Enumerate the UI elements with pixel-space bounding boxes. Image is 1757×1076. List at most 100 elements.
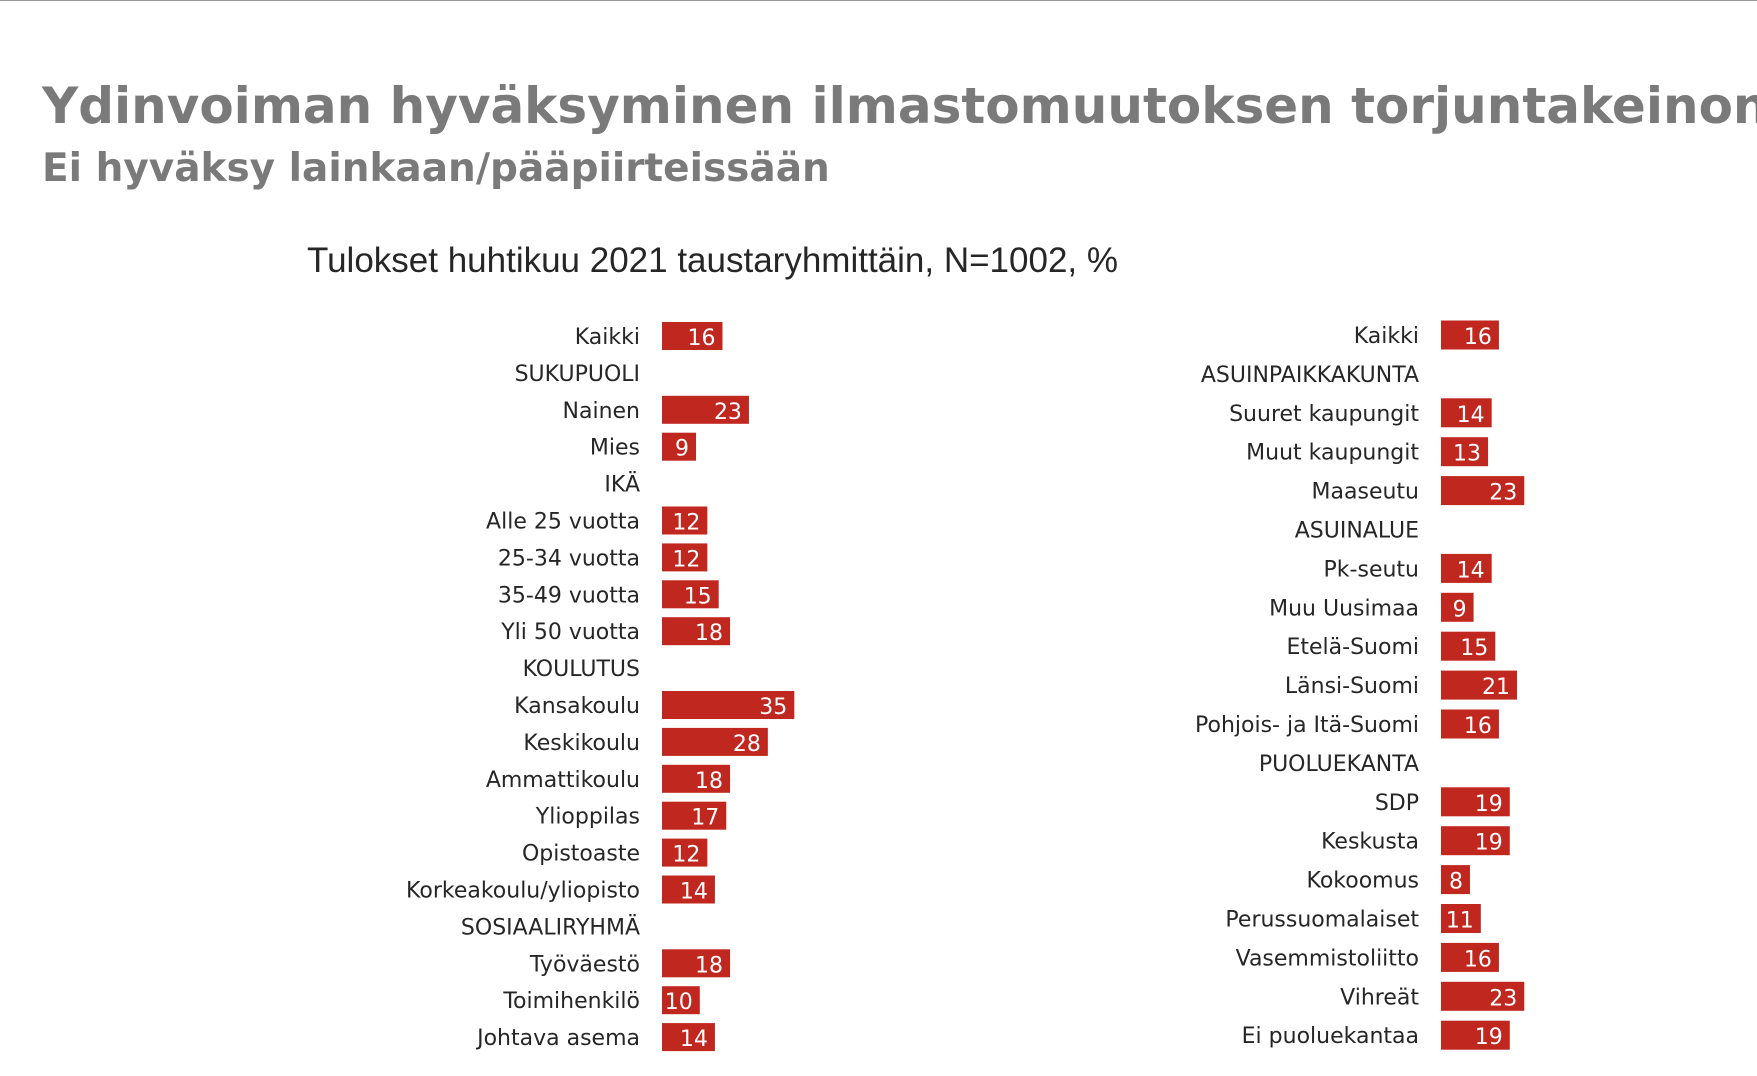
bar-right-ei-puoluekantaa (1441, 1020, 1510, 1050)
category-label-asuinpaikkakunta: ASUINPAIKKAKUNTA (1201, 363, 1419, 388)
data-label-left-mies: 9 (675, 437, 689, 462)
bar-left-tyovaesto (662, 949, 731, 978)
bar-right-kokoomus (1441, 865, 1470, 895)
data-label-left-toimihenkilo: 10 (665, 990, 693, 1015)
category-label-nainen: Nainen (563, 399, 640, 424)
bar-left-alle-25-vuotta (662, 506, 708, 535)
category-label-vihreat: Vihreät (1340, 985, 1419, 1010)
category-label-alle-25-vuotta: Alle 25 vuotta (486, 510, 640, 535)
data-label-right-sdp: 19 (1475, 792, 1503, 817)
page-subtitle: Ei hyväksy lainkaan/pääpiirteissään (42, 146, 830, 191)
bar-right-lansi-suomi (1441, 670, 1518, 700)
bar-right-maaseutu (1441, 476, 1525, 506)
category-label-kokoomus: Kokoomus (1306, 869, 1419, 894)
bar-left-35-49-vuotta (662, 580, 719, 609)
bar-right-sdp (1441, 787, 1510, 817)
bar-left-opistoaste (662, 838, 708, 867)
category-label-korkeakoulu-yliopisto: Korkeakoulu/yliopisto (406, 879, 640, 904)
data-label-right-vasemmistoliitto: 16 (1464, 947, 1492, 972)
bar-left-kaikki (662, 322, 723, 350)
category-label-suuret-kaupungit: Suuret kaupungit (1229, 402, 1419, 427)
category-label-ika: IKÄ (604, 472, 640, 498)
bar-right-vihreat (1441, 981, 1525, 1011)
category-label-puoluekanta: PUOLUEKANTA (1259, 752, 1419, 777)
data-label-left-korkeakoulu-yliopisto: 14 (680, 880, 708, 905)
data-label-right-pohjois-ja-ita-suomi: 16 (1464, 714, 1492, 739)
category-label-kansakoulu: Kansakoulu (514, 694, 640, 719)
category-label-mies: Mies (590, 436, 640, 461)
category-label-toimihenkilo: Toimihenkilö (502, 989, 640, 1014)
data-label-left-kansakoulu: 35 (759, 695, 787, 720)
data-label-left-opistoaste: 12 (672, 843, 700, 868)
data-label-right-keskusta: 19 (1475, 831, 1503, 856)
data-label-left-ammattikoulu: 18 (695, 769, 723, 794)
category-label-muu-uusimaa: Muu Uusimaa (1269, 596, 1419, 621)
bar-left-yli-50-vuotta (662, 617, 731, 646)
data-label-left-keskikoulu: 28 (733, 732, 761, 757)
data-label-left-alle-25-vuotta: 12 (672, 511, 700, 536)
data-label-right-kokoomus: 8 (1449, 870, 1463, 895)
data-label-left-tyovaesto: 18 (695, 953, 723, 978)
bar-left-mies (662, 432, 697, 461)
data-label-left-ylioppilas: 17 (691, 806, 719, 831)
bar-left-nainen (662, 395, 749, 424)
category-label-kaikki: Kaikki (575, 325, 640, 350)
bar-left-kansakoulu (662, 691, 795, 719)
category-label-35-49-vuotta: 35-49 vuotta (498, 583, 640, 608)
category-label-25-34-vuotta: 25-34 vuotta (498, 546, 640, 571)
category-label-kaikki: Kaikki (1354, 324, 1419, 349)
bar-right-keskusta (1441, 826, 1510, 856)
category-label-tyovaesto: Työväestö (529, 952, 640, 977)
category-label-lansi-suomi: Länsi-Suomi (1285, 674, 1419, 699)
bar-right-muut-kaupungit (1441, 437, 1489, 467)
data-label-right-lansi-suomi: 21 (1482, 675, 1510, 700)
bar-right-muu-uusimaa (1441, 592, 1474, 622)
bar-right-etela-suomi (1441, 631, 1496, 661)
bar-left-korkeakoulu-yliopisto (662, 875, 715, 904)
category-label-koulutus: KOULUTUS (523, 657, 640, 682)
data-label-right-pk-seutu: 14 (1457, 558, 1485, 583)
category-label-asuinalue: ASUINALUE (1295, 519, 1419, 544)
category-label-perussuomalaiset: Perussuomalaiset (1225, 908, 1419, 933)
category-label-etela-suomi: Etelä-Suomi (1286, 635, 1419, 660)
category-label-yli-50-vuotta: Yli 50 vuotta (500, 620, 640, 645)
bar-right-pk-seutu (1441, 553, 1492, 583)
bar-right-perussuomalaiset (1441, 904, 1481, 933)
category-label-vasemmistoliitto: Vasemmistoliitto (1236, 946, 1419, 971)
data-label-right-ei-puoluekantaa: 19 (1475, 1025, 1503, 1050)
data-label-right-perussuomalaiset: 11 (1446, 909, 1474, 934)
data-label-left-25-34-vuotta: 12 (672, 547, 700, 572)
category-label-opistoaste: Opistoaste (522, 842, 640, 867)
data-label-right-etela-suomi: 15 (1460, 636, 1488, 661)
category-label-ei-puoluekantaa: Ei puoluekantaa (1242, 1024, 1419, 1049)
data-label-left-nainen: 23 (714, 400, 742, 425)
bar-left-ylioppilas (662, 801, 727, 830)
data-label-left-35-49-vuotta: 15 (684, 584, 712, 609)
category-label-pk-seutu: Pk-seutu (1324, 557, 1419, 582)
category-label-keskusta: Keskusta (1321, 830, 1419, 855)
bar-right-kaikki (1441, 320, 1499, 350)
data-label-right-suuret-kaupungit: 14 (1457, 403, 1485, 428)
data-label-right-vihreat: 23 (1489, 986, 1517, 1011)
data-label-left-yli-50-vuotta: 18 (695, 621, 723, 646)
category-label-johtava-asema: Johtava asema (475, 1026, 640, 1051)
data-label-left-johtava-asema: 14 (680, 1027, 708, 1052)
category-label-keskikoulu: Keskikoulu (523, 731, 640, 756)
bar-right-pohjois-ja-ita-suomi (1441, 709, 1499, 739)
data-label-left-kaikki: 16 (687, 326, 715, 351)
category-label-sosiaaliryhma: SOSIAALIRYHMÄ (461, 914, 640, 940)
data-label-right-muut-kaupungit: 13 (1453, 442, 1481, 467)
category-label-maaseutu: Maaseutu (1312, 480, 1419, 505)
page-title: Ydinvoiman hyväksyminen ilmastomuutoksen… (42, 77, 1757, 135)
category-label-pohjois-ja-ita-suomi: Pohjois- ja Itä-Suomi (1195, 713, 1419, 738)
bar-left-toimihenkilo (662, 986, 700, 1015)
bar-right-suuret-kaupungit (1441, 398, 1492, 428)
bar-left-johtava-asema (662, 1023, 715, 1052)
data-label-right-maaseutu: 23 (1489, 481, 1517, 506)
data-label-right-kaikki: 16 (1464, 325, 1492, 350)
data-label-right-muu-uusimaa: 9 (1453, 597, 1467, 622)
category-label-muut-kaupungit: Muut kaupungit (1246, 441, 1419, 466)
bar-right-vasemmistoliitto (1441, 942, 1499, 972)
category-label-sukupuoli: SUKUPUOLI (515, 362, 640, 387)
